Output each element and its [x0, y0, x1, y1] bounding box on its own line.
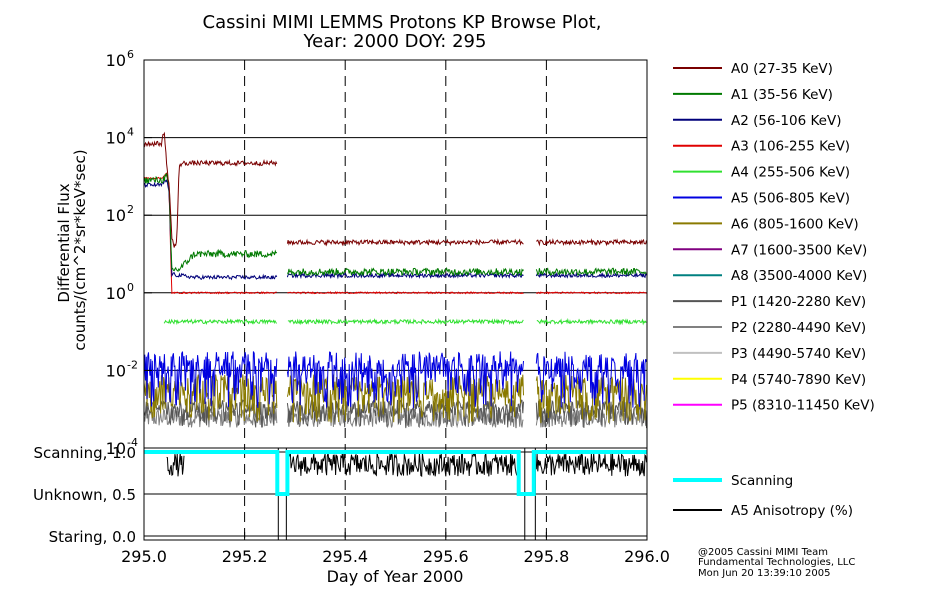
legend-label: P1 (1420-2280 KeV): [731, 294, 866, 310]
y-tick-exponent: 2: [127, 203, 134, 216]
y-tick-exponent: 6: [127, 48, 134, 61]
legend-label: P3 (4490-5740 KeV): [731, 346, 866, 362]
x-axis-ticks: 295.0 295.2 295.4 295.6 295.8 296.0: [121, 532, 670, 566]
series-line-scanning: [144, 450, 647, 496]
y-tick-exponent: -4: [127, 436, 138, 449]
series-line-a1: [144, 173, 647, 277]
legend-label: P5 (8310-11450 KeV): [731, 398, 875, 414]
x-axis-label: Day of Year 2000: [327, 567, 464, 586]
series-line-a0: [144, 131, 647, 248]
chart-subtitle: Year: 2000 DOY: 295: [303, 31, 487, 52]
y-tick-exponent: 4: [127, 126, 134, 139]
y-tick-label: 10: [106, 51, 126, 70]
legend-label: P2 (2280-4490 KeV): [731, 320, 866, 336]
legend-label: Scanning: [731, 473, 793, 489]
bottom-panel-frame: [143, 447, 648, 541]
y-tick-label: 10: [106, 361, 126, 380]
bottom-legend: Scanning A5 Anisotropy (%): [673, 473, 853, 519]
bottom-y-tick-label: Staring, 0.0: [49, 528, 136, 546]
top-panel-series: [144, 131, 647, 429]
legend-label: P4 (5740-7890 KeV): [731, 372, 866, 388]
y-tick-exponent: 0: [127, 281, 134, 294]
bottom-panel-y-ticks: Scanning, 1.0 Unknown, 0.5 Staring, 0.0: [33, 444, 136, 546]
bottom-y-tick-label: Scanning, 1.0: [33, 444, 136, 462]
credit-line-3: Mon Jun 20 13:39:10 2005: [698, 568, 831, 579]
credit-line-1: @2005 Cassini MIMI Team: [698, 547, 828, 558]
bottom-y-tick-label: Unknown, 0.5: [33, 486, 136, 504]
series-line-a5-anisotropy: [166, 451, 647, 477]
legend-label: A1 (35-56 KeV): [731, 87, 833, 103]
bottom-panel-grid: [144, 448, 647, 540]
legend-label: A5 (506-805 KeV): [731, 191, 850, 207]
legend-label: A3 (106-255 KeV): [731, 139, 850, 155]
y-axis-label-line1: Differential Flux: [55, 183, 73, 302]
legend-label: A4 (255-506 KeV): [731, 165, 850, 181]
legend-label: A7 (1600-3500 KeV): [731, 242, 867, 258]
bottom-panel-series: [144, 450, 647, 496]
legend-label: A5 Anisotropy (%): [731, 503, 853, 519]
credit-line-2: Fundamental Technologies, LLC: [698, 557, 855, 568]
x-tick-label: 295.4: [322, 547, 368, 566]
legend-label: A6 (805-1600 KeV): [731, 216, 859, 232]
legend-label: A8 (3500-4000 KeV): [731, 268, 867, 284]
series-line-a4: [163, 317, 647, 326]
legend-label: A0 (27-35 KeV): [731, 61, 833, 77]
series-line-a2: [144, 179, 647, 281]
x-tick-label: 295.2: [222, 547, 268, 566]
legend-label: A2 (56-106 KeV): [731, 113, 841, 129]
x-tick-label: 295.6: [423, 547, 469, 566]
legend: A0 (27-35 KeV) A1 (35-56 KeV) A2 (56-106 K…: [673, 61, 875, 414]
y-axis-label-line2: counts/(cm^2*sr*keV*sec): [71, 149, 89, 350]
x-tick-label: 295.0: [121, 547, 167, 566]
y-tick-label: 10: [106, 206, 126, 225]
x-tick-label: 295.8: [523, 547, 569, 566]
y-tick-label: 10: [106, 284, 126, 303]
y-tick-label: 10: [106, 439, 126, 458]
series-line-a5: [144, 351, 647, 409]
y-tick-exponent: -2: [127, 358, 138, 371]
x-tick-label: 296.0: [624, 547, 670, 566]
y-tick-label: 10: [106, 129, 126, 148]
chart-title: Cassini MIMI LEMMS Protons KP Browse Plo…: [203, 12, 602, 33]
